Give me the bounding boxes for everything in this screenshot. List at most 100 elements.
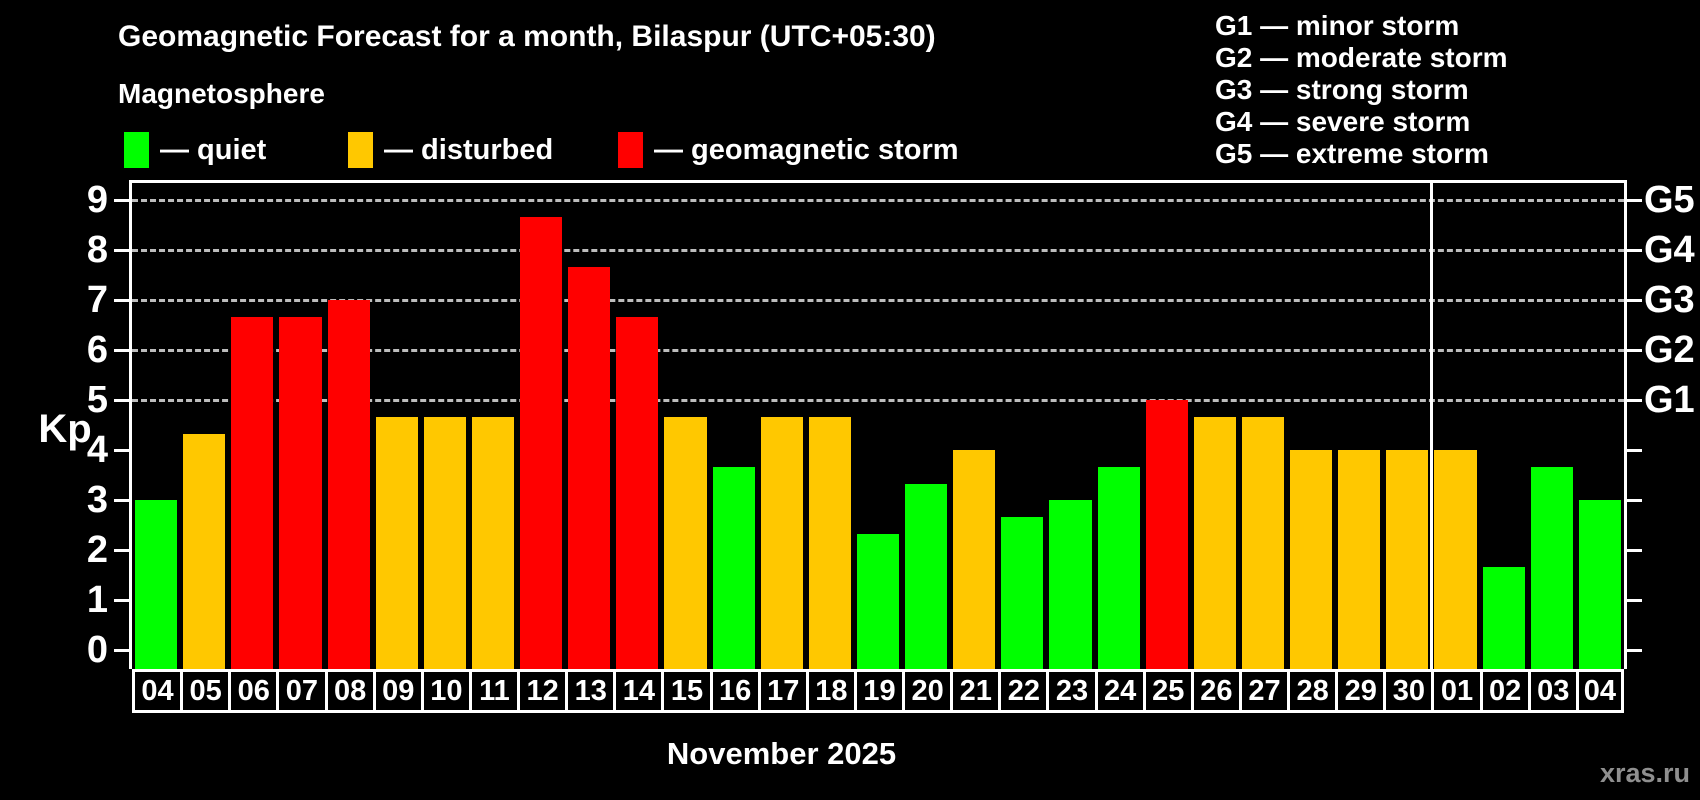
bar-day-01 xyxy=(1434,450,1477,669)
bar-day-05 xyxy=(183,433,226,669)
bar-day-21 xyxy=(953,450,996,669)
bar-day-14 xyxy=(616,316,659,669)
day-label-21: 21 xyxy=(950,669,1002,713)
day-label-24: 24 xyxy=(1094,669,1146,713)
y-axis-tick-right-9 xyxy=(1624,198,1642,202)
y-axis-tick-right-0 xyxy=(1624,648,1642,652)
g-legend-line-g3: G3 — strong storm xyxy=(1215,74,1469,105)
y-axis-label-0: 0 xyxy=(86,629,108,671)
day-label-18: 18 xyxy=(805,669,857,713)
bar-day-20 xyxy=(905,483,948,669)
y-axis-tick-right-7 xyxy=(1624,298,1642,302)
day-label-07: 07 xyxy=(276,669,328,713)
g-legend-line-g1: G1 — minor storm xyxy=(1215,10,1460,41)
y-axis-tick-left-4 xyxy=(114,448,132,452)
day-label-16: 16 xyxy=(709,669,761,713)
day-label-02: 02 xyxy=(1479,669,1531,713)
bar-day-29 xyxy=(1338,450,1381,669)
legend-swatch-disturbed xyxy=(348,132,373,168)
g-axis-label-g2: G2 xyxy=(1644,329,1695,371)
day-label-28: 28 xyxy=(1287,669,1339,713)
legend-label-storm: — geomagnetic storm xyxy=(654,134,959,166)
day-label-25: 25 xyxy=(1142,669,1194,713)
g-axis-label-g1: G1 xyxy=(1644,379,1695,421)
bar-day-03 xyxy=(1530,466,1573,669)
day-label-27: 27 xyxy=(1238,669,1291,713)
y-axis-tick-right-4 xyxy=(1624,448,1642,452)
day-label-29: 29 xyxy=(1335,669,1387,713)
bar-day-26 xyxy=(1193,416,1236,669)
g-legend-line-g5: G5 — extreme storm xyxy=(1215,138,1489,169)
page-title: Geomagnetic Forecast for a month, Bilasp… xyxy=(118,20,936,53)
bar-day-24 xyxy=(1097,466,1140,669)
bar-day-10 xyxy=(423,416,466,669)
y-axis-label-9: 9 xyxy=(86,179,108,221)
bar-day-12 xyxy=(520,216,563,669)
y-axis-tick-right-1 xyxy=(1624,598,1642,602)
y-axis-title: Kp xyxy=(38,407,92,451)
bar-day-28 xyxy=(1290,450,1333,669)
legend-label-quiet: — quiet xyxy=(160,134,267,166)
bar-day-27 xyxy=(1241,416,1285,669)
day-label-12: 12 xyxy=(517,669,569,713)
bar-day-17 xyxy=(760,416,803,669)
y-axis-tick-right-8 xyxy=(1624,248,1642,252)
gridline-kp7 xyxy=(132,298,1624,302)
y-axis-tick-left-2 xyxy=(114,548,132,552)
g-axis-label-g3: G3 xyxy=(1644,279,1695,321)
legend-label-disturbed: — disturbed xyxy=(384,134,554,166)
y-axis-label-2: 2 xyxy=(86,529,108,571)
bar-day-04 xyxy=(135,500,178,669)
y-axis-tick-left-9 xyxy=(114,198,132,202)
y-axis-tick-right-2 xyxy=(1624,548,1642,552)
day-label-26: 26 xyxy=(1190,669,1242,713)
day-label-13: 13 xyxy=(565,669,617,713)
y-axis-tick-left-3 xyxy=(114,498,132,502)
y-axis-label-8: 8 xyxy=(86,229,108,271)
legend-swatch-storm xyxy=(618,132,643,168)
y-axis-label-5: 5 xyxy=(86,379,108,421)
month-separator-line xyxy=(1429,183,1433,669)
day-label-10: 10 xyxy=(420,669,472,713)
x-axis-month-label: November 2025 xyxy=(666,736,897,771)
bar-day-15 xyxy=(664,416,707,669)
y-axis-label-3: 3 xyxy=(86,479,108,521)
y-axis-tick-left-7 xyxy=(114,298,132,302)
day-label-22: 22 xyxy=(998,669,1050,713)
bar-day-19 xyxy=(856,533,900,669)
y-axis-label-7: 7 xyxy=(86,279,108,321)
bar-day-11 xyxy=(471,416,515,669)
bar-day-07 xyxy=(279,316,322,669)
gridline-kp6 xyxy=(132,348,1624,352)
day-label-14: 14 xyxy=(613,669,665,713)
y-axis-label-4: 4 xyxy=(86,429,108,471)
y-axis-tick-left-0 xyxy=(114,648,132,652)
bar-day-25 xyxy=(1145,400,1188,669)
day-label-05: 05 xyxy=(180,669,232,713)
watermark: xras.ru xyxy=(1599,758,1690,788)
gridline-kp8 xyxy=(132,248,1624,252)
bar-day-18 xyxy=(808,416,851,669)
day-label-06: 06 xyxy=(228,669,280,713)
y-axis-label-6: 6 xyxy=(86,329,108,371)
day-label-03: 03 xyxy=(1527,669,1579,713)
bar-day-30 xyxy=(1386,450,1429,669)
day-label-23: 23 xyxy=(1046,669,1098,713)
bar-day-04 xyxy=(1578,500,1621,669)
gridline-kp5 xyxy=(132,398,1624,402)
y-axis-label-1: 1 xyxy=(86,579,108,621)
bar-day-23 xyxy=(1049,500,1092,669)
day-label-04: 04 xyxy=(132,669,184,713)
chart-subtitle: Magnetosphere xyxy=(118,78,325,109)
legend-swatch-quiet xyxy=(124,132,149,168)
bar-day-08 xyxy=(327,300,370,669)
day-label-09: 09 xyxy=(372,669,424,713)
bar-day-06 xyxy=(231,316,274,669)
y-axis-tick-right-5 xyxy=(1624,398,1642,402)
gridline-kp9 xyxy=(132,198,1624,202)
day-label-17: 17 xyxy=(757,669,809,713)
y-axis-tick-left-1 xyxy=(114,598,132,602)
bar-day-02 xyxy=(1482,566,1525,669)
g-legend-line-g2: G2 — moderate storm xyxy=(1215,42,1508,73)
